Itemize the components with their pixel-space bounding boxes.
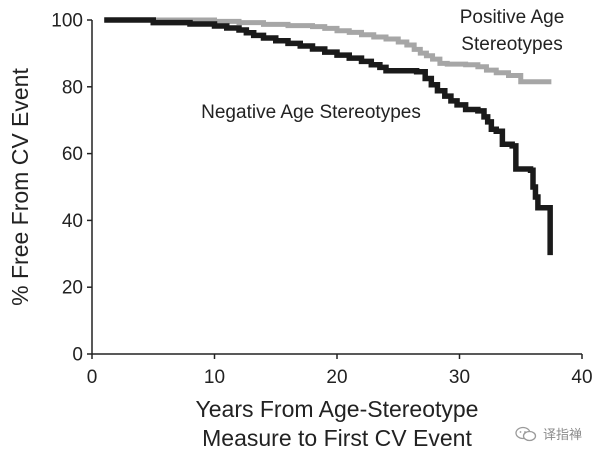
y-tick-label: 0 (72, 345, 83, 366)
watermark: 译指禅 (515, 424, 582, 443)
y-tick-label: 80 (62, 77, 83, 98)
series-label-positive: Positive Age (460, 7, 565, 28)
series-line-negative (104, 17, 553, 256)
labels: Years From Age-Stereotype Measure to Firs… (7, 7, 564, 451)
wechat-icon (515, 426, 537, 441)
y-axis-title: % Free From CV Event (7, 68, 33, 306)
series-line-positive (104, 17, 552, 85)
x-tick-label: 30 (449, 367, 470, 388)
x-tick-label: 0 (87, 367, 98, 388)
series-layer (104, 17, 553, 256)
x-tick-label: 20 (326, 367, 347, 388)
x-axis-title-line: Years From Age-Stereotype (196, 396, 479, 422)
y-tick-label: 60 (62, 144, 83, 165)
series-label-positive: Stereotypes (461, 34, 562, 55)
x-tick-label: 40 (571, 367, 592, 388)
y-tick-label: 100 (51, 11, 83, 32)
x-tick-label: 10 (204, 367, 225, 388)
axes: 0 20 40 60 80 100 0 10 20 30 40 (51, 11, 592, 389)
y-tick-label: 20 (62, 278, 83, 299)
watermark-text: 译指禅 (542, 427, 582, 442)
y-tick-label: 40 (62, 211, 83, 232)
x-axis-title-line: Measure to First CV Event (202, 425, 472, 451)
series-label-negative: Negative Age Stereotypes (201, 102, 421, 123)
